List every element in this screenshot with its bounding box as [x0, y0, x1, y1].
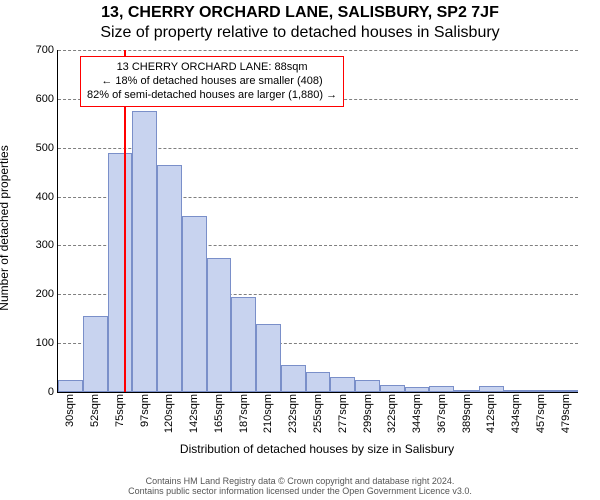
- x-tick-label: 165sqm: [213, 394, 225, 433]
- x-tick-label: 322sqm: [386, 394, 398, 433]
- chart-container: 13, CHERRY ORCHARD LANE, SALISBURY, SP2 …: [0, 0, 600, 500]
- x-tick-label: 434sqm: [510, 394, 522, 433]
- x-tick-label: 187sqm: [238, 394, 250, 433]
- y-tick-label: 700: [36, 44, 54, 56]
- footer: Contains HM Land Registry data © Crown c…: [0, 476, 600, 496]
- x-tick-label: 30sqm: [64, 394, 76, 427]
- histogram-bar: [306, 372, 331, 392]
- y-tick-label: 600: [36, 93, 54, 105]
- histogram-bar: [281, 365, 306, 392]
- x-tick-label: 412sqm: [485, 394, 497, 433]
- histogram-bar: [479, 386, 504, 392]
- y-tick-label: 400: [36, 191, 54, 203]
- x-tick-label: 210sqm: [262, 394, 274, 433]
- histogram-bar: [380, 385, 405, 392]
- title-sub: Size of property relative to detached ho…: [0, 24, 600, 42]
- histogram-bar: [108, 153, 133, 392]
- histogram-bar: [355, 380, 380, 392]
- x-tick-label: 277sqm: [337, 394, 349, 433]
- histogram-bar: [207, 258, 232, 392]
- histogram-bar: [157, 165, 182, 392]
- histogram-bar: [454, 390, 479, 392]
- x-tick-label: 367sqm: [436, 394, 448, 433]
- histogram-bar: [429, 386, 454, 392]
- x-tick-label: 232sqm: [287, 394, 299, 433]
- y-axis-label: Number of detached properties: [0, 57, 11, 399]
- y-tick-label: 200: [36, 288, 54, 300]
- histogram-bar: [132, 111, 157, 392]
- histogram-bar: [553, 390, 578, 392]
- x-tick-label: 255sqm: [312, 394, 324, 433]
- x-tick-label: 120sqm: [163, 394, 175, 433]
- y-tick-label: 100: [36, 337, 54, 349]
- histogram-bar: [58, 380, 83, 392]
- footer-line-2: Contains public sector information licen…: [0, 486, 600, 496]
- footer-line-1: Contains HM Land Registry data © Crown c…: [0, 476, 600, 486]
- annotation-box: 13 CHERRY ORCHARD LANE: 88sqm← 18% of de…: [80, 56, 344, 107]
- y-tick-label: 500: [36, 142, 54, 154]
- histogram-bar: [405, 387, 430, 392]
- x-tick-label: 75sqm: [114, 394, 126, 427]
- annotation-line: 13 CHERRY ORCHARD LANE: 88sqm: [87, 61, 337, 75]
- histogram-bar: [231, 297, 256, 392]
- histogram-bar: [182, 216, 207, 392]
- histogram-bar: [83, 316, 108, 392]
- annotation-line: ← 18% of detached houses are smaller (40…: [87, 75, 337, 89]
- x-tick-label: 52sqm: [89, 394, 101, 427]
- x-tick-label: 479sqm: [560, 394, 572, 433]
- x-tick-label: 299sqm: [362, 394, 374, 433]
- x-axis-label: Distribution of detached houses by size …: [57, 442, 577, 456]
- x-tick-label: 142sqm: [188, 394, 200, 433]
- x-tick-label: 97sqm: [139, 394, 151, 427]
- title-main: 13, CHERRY ORCHARD LANE, SALISBURY, SP2 …: [0, 4, 600, 22]
- x-tick-label: 344sqm: [411, 394, 423, 433]
- histogram-bar: [256, 324, 281, 392]
- x-tick-label: 457sqm: [535, 394, 547, 433]
- y-tick-label: 300: [36, 239, 54, 251]
- gridline: [58, 50, 578, 51]
- histogram-bar: [528, 390, 553, 392]
- annotation-line: 82% of semi-detached houses are larger (…: [87, 89, 337, 103]
- histogram-bar: [330, 377, 355, 392]
- x-tick-label: 389sqm: [461, 394, 473, 433]
- y-tick-label: 0: [48, 386, 54, 398]
- histogram-bar: [504, 390, 529, 392]
